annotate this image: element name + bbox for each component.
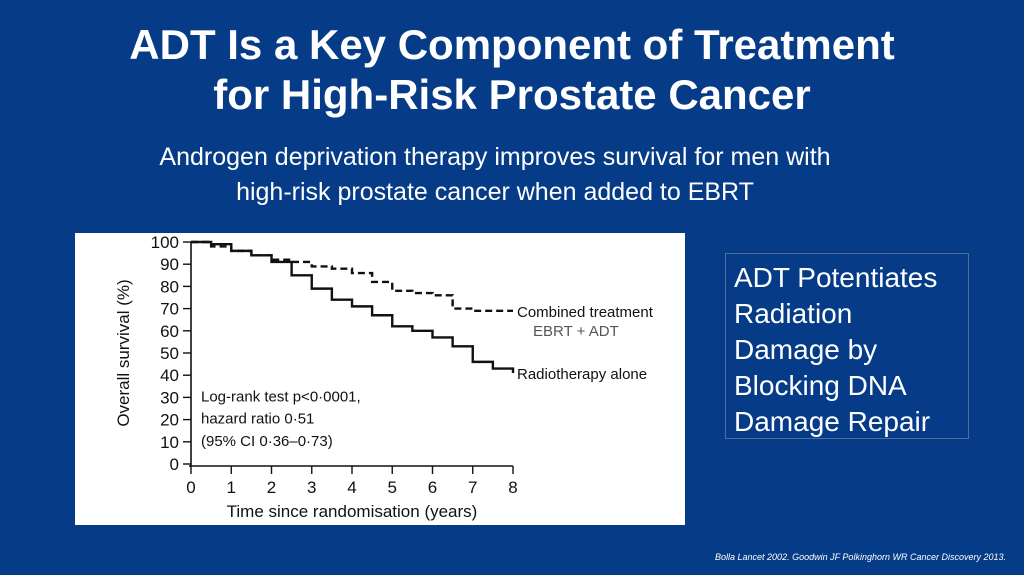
y-tick-label: 90: [160, 255, 179, 274]
y-tick-label: 40: [160, 366, 179, 385]
adt-mechanism-box: ADT Potentiates Radiation Damage by Bloc…: [725, 253, 969, 439]
series-sublabel-ebrt-adt: EBRT + ADT: [533, 323, 619, 340]
side-box-line-4: Blocking DNA: [734, 370, 907, 401]
series-label-combined-treatment: Combined treatment: [517, 304, 654, 321]
y-tick-label: 80: [160, 277, 179, 296]
x-tick-label: 6: [428, 478, 437, 497]
logrank-annotation-line: Log-rank test p<0·0001,: [201, 388, 361, 405]
radiotherapy-alone-line: [191, 240, 515, 373]
slide-title-line-2: for High-Risk Prostate Cancer: [213, 71, 811, 118]
slide-title-line-1: ADT Is a Key Component of Treatment: [129, 21, 895, 68]
y-tick-label: 0: [170, 455, 179, 474]
slide-subtitle-line-1: Androgen deprivation therapy improves su…: [159, 143, 831, 171]
logrank-annotation-line: (95% CI 0·36–0·73): [201, 433, 333, 450]
side-box-line-2: Radiation: [734, 298, 853, 329]
logrank-annotation-line: hazard ratio 0·51: [201, 411, 314, 428]
x-tick-label: 7: [468, 478, 477, 497]
x-tick-label: 2: [267, 478, 276, 497]
chart-series-layer: [191, 240, 515, 373]
x-tick-label: 4: [347, 478, 356, 497]
survival-chart: 0 10 20 30 40 50 60 70 80 90 100 0 1 2 3 4 5 6 7 8 Time sinc…: [114, 233, 654, 521]
chart-axes: 0 10 20 30 40 50 60 70 80 90 100 0 1 2 3 4 5 6 7 8 Time sinc…: [114, 233, 518, 521]
x-tick-label: 5: [388, 478, 397, 497]
y-tick-label: 70: [160, 300, 179, 319]
y-tick-label: 20: [160, 411, 179, 430]
slide-subtitle: Androgen deprivation therapy improves su…: [60, 140, 930, 210]
x-tick-label: 3: [307, 478, 316, 497]
survival-chart-panel: 0 10 20 30 40 50 60 70 80 90 100 0 1 2 3 4 5 6 7 8 Time sinc…: [75, 233, 685, 525]
x-axis-label: Time since randomisation (years): [227, 502, 478, 521]
x-tick-label: 1: [227, 478, 236, 497]
side-box-line-5: Damage Repair: [734, 406, 931, 437]
y-tick-label: 50: [160, 344, 179, 363]
y-tick-label: 30: [160, 388, 179, 407]
y-tick-label: 60: [160, 322, 179, 341]
y-tick-label: 10: [160, 433, 179, 452]
y-tick-label: 100: [151, 233, 179, 252]
x-tick-label: 8: [508, 478, 517, 497]
series-label-radiotherapy-alone: Radiotherapy alone: [517, 366, 647, 383]
side-box-line-1: ADT Potentiates: [734, 262, 938, 293]
slide-subtitle-line-2: high-risk prostate cancer when added to …: [236, 178, 754, 206]
citation: Bolla Lancet 2002. Goodwin JF Polkinghor…: [715, 552, 1006, 562]
chart-labels-layer: Combined treatment EBRT + ADT Radiotherapy…: [201, 304, 654, 450]
x-tick-label: 0: [186, 478, 195, 497]
y-axis-label: Overall survival (%): [114, 279, 133, 426]
side-box-line-3: Damage by: [734, 334, 878, 365]
slide-title: ADT Is a Key Component of Treatment for …: [0, 20, 1024, 120]
